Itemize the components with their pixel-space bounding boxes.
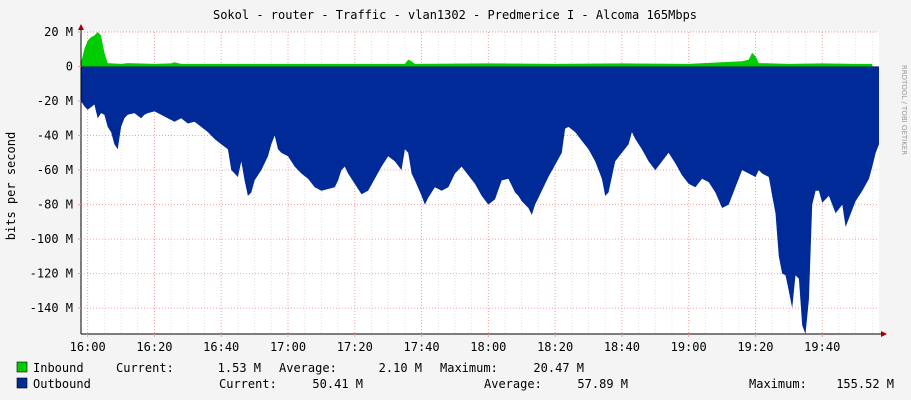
outbound-average-label: Average:	[484, 377, 542, 391]
inbound-average-label: Average:	[279, 361, 337, 375]
x-tick-label: 18:00	[470, 340, 506, 354]
y-axis-arrow	[78, 24, 84, 30]
y-tick-label: 0	[66, 60, 73, 74]
y-axis-label: bits per second	[4, 132, 18, 240]
x-tick-label: 16:20	[136, 340, 172, 354]
outbound-label: Outbound	[33, 377, 91, 391]
y-tick-label: -140 M	[30, 301, 73, 315]
x-axis-arrow	[881, 331, 887, 337]
x-tick-label: 16:00	[70, 340, 106, 354]
y-tick-label: -40 M	[37, 129, 73, 143]
inbound-average-value: 2.10 M	[379, 361, 422, 375]
outbound-current-value: 50.41 M	[312, 377, 363, 391]
y-tick-labels: 20 M 0 -20 M -40 M -60 M -80 M -100 M -120 M -14…	[30, 25, 73, 315]
x-tick-label: 19:00	[671, 340, 707, 354]
x-tick-label: 18:20	[537, 340, 573, 354]
inbound-current-value: 1.53 M	[218, 361, 261, 375]
outbound-current-label: Current:	[219, 377, 277, 391]
x-tick-label: 19:40	[804, 340, 840, 354]
outbound-average-value: 57.89 M	[577, 377, 628, 391]
inbound-maximum-label: Maximum:	[440, 361, 498, 375]
y-tick-label: -20 M	[37, 94, 73, 108]
x-tick-label: 17:40	[404, 340, 440, 354]
inbound-label: Inbound	[33, 361, 84, 375]
x-tick-labels: 16:00 16:20 16:40 17:00 17:20 17:40 18:00 18:20…	[70, 340, 841, 354]
inbound-swatch	[16, 361, 28, 373]
rrdtool-watermark: RRDTOOL / TOBI OETIKER	[900, 65, 908, 155]
x-tick-label: 19:20	[737, 340, 773, 354]
outbound-maximum-label: Maximum:	[749, 377, 807, 391]
x-tick-label: 17:20	[337, 340, 373, 354]
y-tick-label: -80 M	[37, 198, 73, 212]
x-tick-label: 16:40	[203, 340, 239, 354]
x-tick-label: 18:40	[604, 340, 640, 354]
outbound-maximum-value: 155.52 M	[836, 377, 894, 391]
x-tick-label: 17:00	[270, 340, 306, 354]
outbound-area	[81, 66, 879, 334]
chart-title: Sokol - router - Traffic - vlan1302 - Pr…	[213, 8, 697, 22]
inbound-current-label: Current:	[116, 361, 174, 375]
axes	[78, 24, 887, 337]
outbound-swatch	[16, 377, 28, 389]
y-tick-label: 20 M	[44, 25, 73, 39]
series-layer	[81, 32, 879, 334]
inbound-maximum-value: 20.47 M	[533, 361, 584, 375]
y-tick-label: -120 M	[30, 267, 73, 281]
y-tick-label: -60 M	[37, 163, 73, 177]
y-tick-label: -100 M	[30, 232, 73, 246]
